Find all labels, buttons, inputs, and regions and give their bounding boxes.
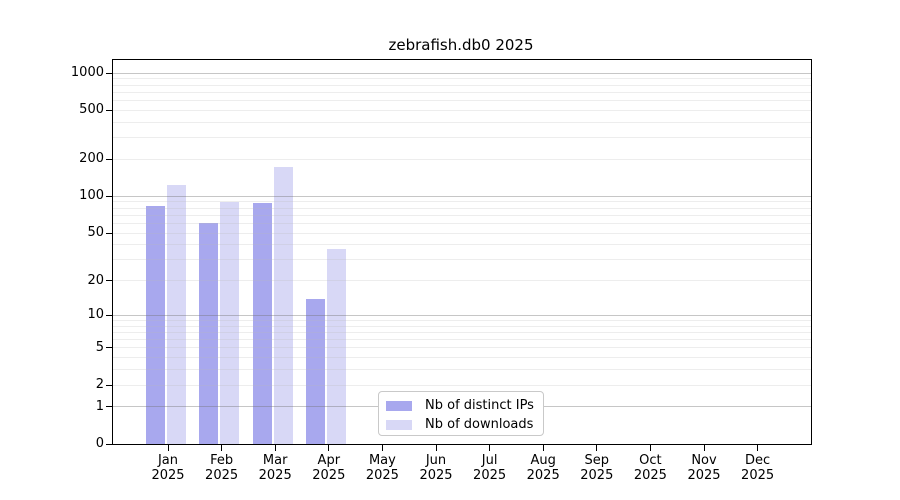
gridline [113, 78, 811, 80]
y-tick-mark [106, 280, 112, 282]
x-tick-label: Oct 2025 [633, 453, 667, 483]
x-tick-label: Jan 2025 [151, 453, 185, 483]
gridline [113, 232, 811, 234]
x-tick-label: Feb 2025 [205, 453, 239, 483]
legend: Nb of distinct IPs Nb of downloads [378, 391, 544, 436]
y-tick-mark [106, 406, 112, 408]
bar-downloads-feb [220, 201, 240, 444]
gridline [113, 201, 811, 203]
gridline [113, 91, 811, 93]
gridline [113, 137, 811, 139]
y-tick-label: 2 [95, 377, 104, 393]
legend-swatch-downloads [386, 419, 412, 430]
legend-item-distinct-ips: Nb of distinct IPs [386, 396, 543, 415]
x-tick-mark [757, 445, 759, 451]
x-tick-mark [381, 445, 383, 451]
legend-label-downloads: Nb of downloads [425, 417, 534, 432]
gridline [113, 72, 811, 74]
x-tick-label: Jul 2025 [473, 453, 507, 483]
gridline [113, 325, 811, 327]
bar-downloads-apr [327, 248, 347, 444]
x-tick-label: Dec 2025 [741, 453, 775, 483]
gridline [113, 207, 811, 209]
gridline [113, 214, 811, 216]
y-tick-label: 50 [87, 225, 104, 241]
bar-downloads-mar [273, 167, 293, 444]
bars-layer [113, 60, 811, 444]
x-tick-mark [274, 445, 276, 451]
y-tick-mark [106, 158, 112, 160]
gridline [113, 158, 811, 160]
gridline [113, 109, 811, 111]
y-tick-mark [106, 195, 112, 197]
y-tick-mark [106, 443, 112, 445]
y-tick-label: 0 [95, 436, 104, 451]
legend-label-distinct-ips: Nb of distinct IPs [425, 398, 534, 413]
gridline [113, 347, 811, 349]
bar-distinct-ips-mar [252, 203, 272, 444]
x-tick-label: Nov 2025 [687, 453, 721, 483]
y-tick-mark [106, 347, 112, 349]
x-tick-mark [489, 445, 491, 451]
x-tick-label: Mar 2025 [258, 453, 292, 483]
x-tick-label: May 2025 [365, 453, 399, 483]
gridline [113, 331, 811, 333]
y-tick-label: 20 [87, 272, 104, 288]
y-tick-label: 200 [79, 151, 104, 167]
bar-downloads-jan [166, 185, 186, 444]
gridline [113, 339, 811, 341]
x-tick-mark [167, 445, 169, 451]
y-tick-label: 500 [79, 102, 104, 118]
y-tick-label: 5 [95, 339, 104, 355]
gridline [113, 195, 811, 197]
bar-distinct-ips-feb [199, 222, 219, 444]
gridline [113, 319, 811, 321]
gridline [113, 222, 811, 224]
x-tick-label: Sep 2025 [580, 453, 614, 483]
gridline [113, 244, 811, 246]
legend-swatch-distinct-ips [386, 400, 412, 411]
x-tick-mark [435, 445, 437, 451]
gridline [113, 280, 811, 282]
x-tick-label: Jun 2025 [419, 453, 453, 483]
y-tick-label: 100 [79, 188, 104, 204]
y-tick-mark [106, 384, 112, 386]
y-tick-mark [106, 232, 112, 234]
gridline [113, 369, 811, 371]
x-tick-mark [649, 445, 651, 451]
gridline [113, 384, 811, 386]
gridline [113, 314, 811, 316]
x-tick-mark [703, 445, 705, 451]
y-tick-mark [106, 314, 112, 316]
gridline [113, 100, 811, 102]
y-tick-label: 10 [87, 307, 104, 323]
y-tick-mark [106, 72, 112, 74]
bar-distinct-ips-apr [306, 298, 326, 444]
x-tick-mark [542, 445, 544, 451]
gridline [113, 357, 811, 359]
x-tick-mark [221, 445, 223, 451]
legend-item-downloads: Nb of downloads [386, 415, 543, 434]
plot-area: Nb of distinct IPs Nb of downloads [112, 59, 812, 445]
gridline [113, 259, 811, 261]
x-tick-label: Aug 2025 [526, 453, 560, 483]
x-tick-mark [328, 445, 330, 451]
y-tick-mark [106, 109, 112, 111]
chart-title: zebrafish.db0 2025 [388, 36, 534, 54]
x-tick-mark [596, 445, 598, 451]
x-tick-label: Apr 2025 [312, 453, 346, 483]
y-tick-label: 1000 [70, 65, 104, 81]
y-tick-label: 1 [95, 398, 104, 414]
gridline [113, 84, 811, 86]
gridlines-layer [113, 60, 811, 444]
bar-distinct-ips-jan [145, 205, 165, 444]
gridline [113, 121, 811, 123]
